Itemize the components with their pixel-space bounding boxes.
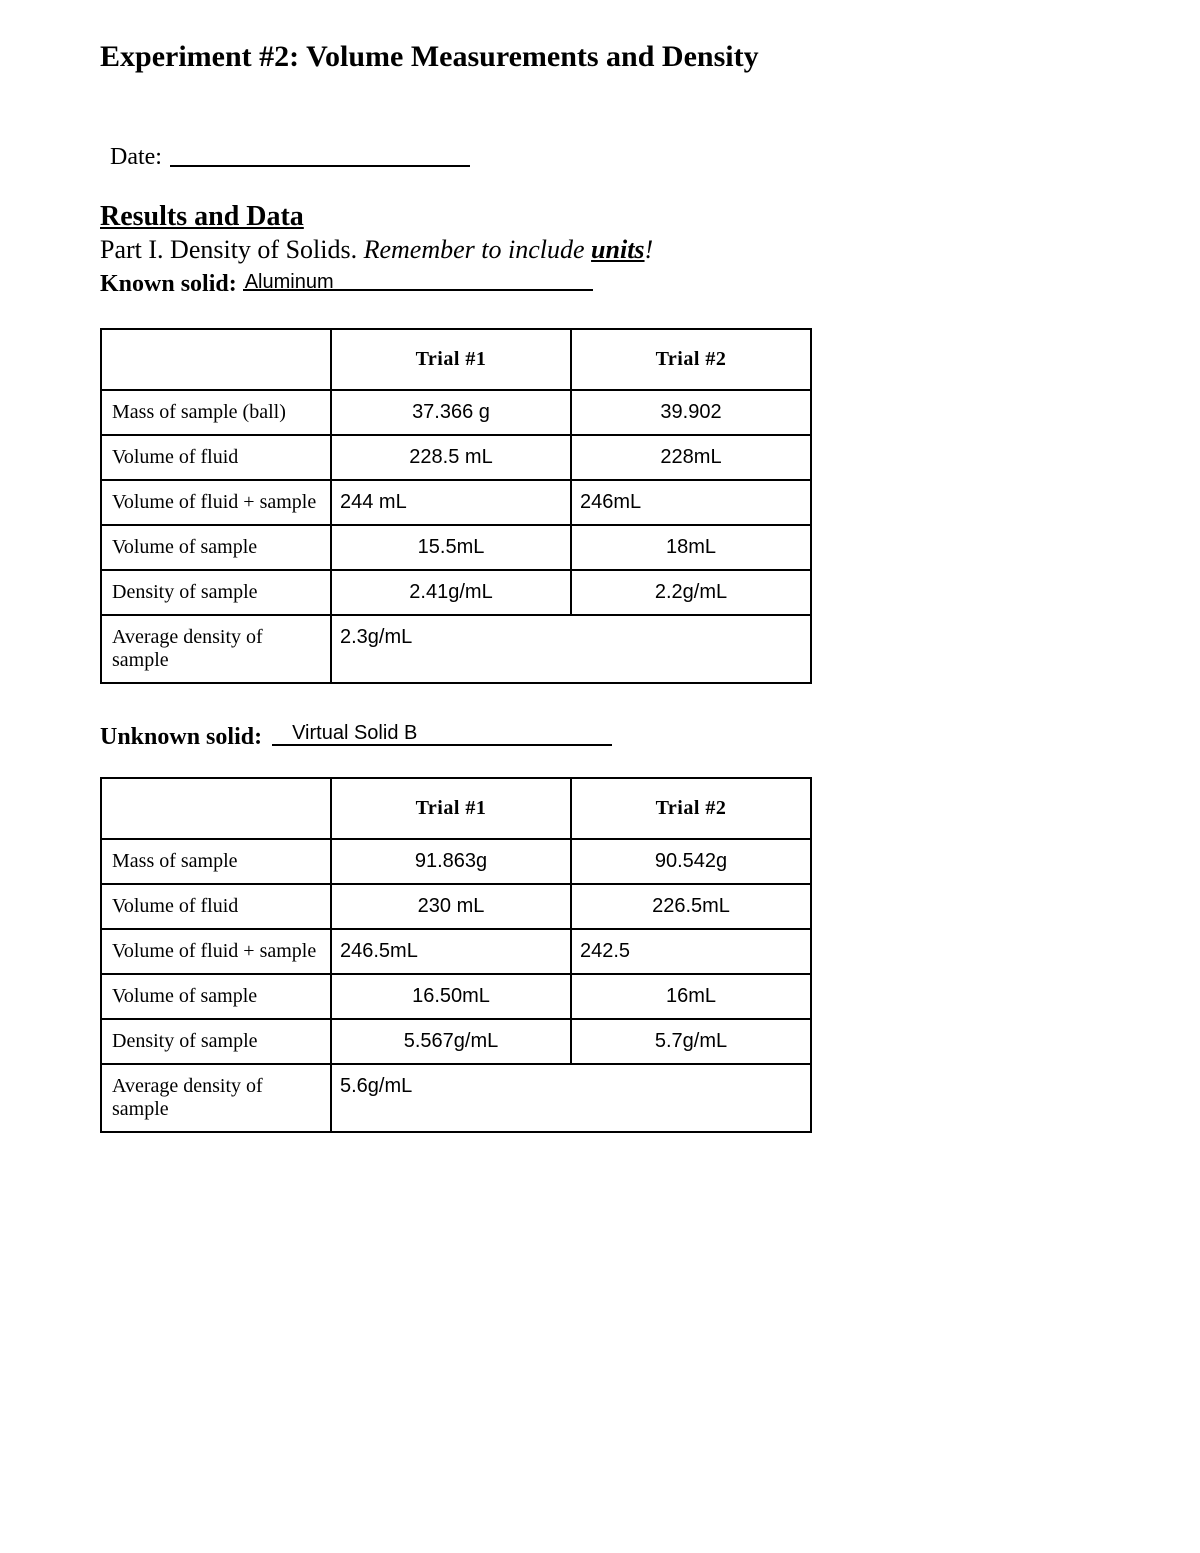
part-text-excl: ! <box>645 235 654 264</box>
row-label: Volume of sample <box>101 974 331 1019</box>
known-solid-label: Known solid: <box>100 271 237 298</box>
page: Experiment #2: Volume Measurements and D… <box>0 0 1200 1553</box>
row-label: Mass of sample (ball) <box>101 390 331 435</box>
date-blank-line[interactable] <box>170 164 470 167</box>
cell-trial1[interactable]: 244 mL <box>331 480 571 525</box>
table-row: Mass of sample91.863g90.542g <box>101 839 811 884</box>
table-row: Density of sample5.567g/mL5.7g/mL <box>101 1019 811 1064</box>
known-solid-value[interactable]: Aluminum <box>245 271 334 294</box>
cell-trial2[interactable]: 90.542g <box>571 839 811 884</box>
cell-trial1[interactable]: 16.50mL <box>331 974 571 1019</box>
table-header-row: Trial #1 Trial #2 <box>101 778 811 839</box>
cell-trial2[interactable]: 2.2g/mL <box>571 570 811 615</box>
part-text-a: Part I. Density of Solids. <box>100 235 364 264</box>
table-row: Volume of fluid + sample244 mL246mL <box>101 480 811 525</box>
table-row: Volume of sample16.50mL16mL <box>101 974 811 1019</box>
cell-trial1[interactable]: 37.366 g <box>331 390 571 435</box>
row-label: Volume of sample <box>101 525 331 570</box>
cell-trial2[interactable]: 18mL <box>571 525 811 570</box>
row-label: Volume of fluid + sample <box>101 929 331 974</box>
row-label: Mass of sample <box>101 839 331 884</box>
cell-trial1[interactable]: 5.567g/mL <box>331 1019 571 1064</box>
table-row: Volume of fluid228.5 mL228mL <box>101 435 811 480</box>
known-solid-row: Known solid: Aluminum <box>100 271 1100 298</box>
table-header-empty <box>101 778 331 839</box>
unknown-solid-row: Unknown solid: Virtual Solid B <box>100 724 1100 751</box>
page-title: Experiment #2: Volume Measurements and D… <box>100 40 1100 74</box>
cell-trial1[interactable]: 15.5mL <box>331 525 571 570</box>
cell-trial1[interactable]: 91.863g <box>331 839 571 884</box>
table-row: Volume of sample15.5mL18mL <box>101 525 811 570</box>
table-header-t1: Trial #1 <box>331 778 571 839</box>
section-header: Results and Data <box>100 201 1100 233</box>
table-row: Mass of sample (ball)37.366 g39.902 <box>101 390 811 435</box>
row-label: Volume of fluid <box>101 435 331 480</box>
table-row: Volume of fluid230 mL226.5mL <box>101 884 811 929</box>
table-header-t1: Trial #1 <box>331 329 571 390</box>
unknown-solid-label: Unknown solid: <box>100 724 262 751</box>
table-known: Trial #1 Trial #2 Mass of sample (ball)3… <box>100 328 812 684</box>
table-row: Volume of fluid + sample246.5mL242.5 <box>101 929 811 974</box>
date-label: Date: <box>110 144 162 171</box>
part-text-b: Remember to include <box>364 235 591 264</box>
part-line: Part I. Density of Solids. Remember to i… <box>100 235 1100 265</box>
table-known-body: Mass of sample (ball)37.366 g39.902Volum… <box>101 390 811 683</box>
row-label: Average density of sample <box>101 1064 331 1132</box>
cell-trial1[interactable]: 2.41g/mL <box>331 570 571 615</box>
cell-trial2[interactable]: 39.902 <box>571 390 811 435</box>
cell-average[interactable]: 2.3g/mL <box>331 615 811 683</box>
date-row: Date: <box>110 144 1100 171</box>
cell-trial2[interactable]: 16mL <box>571 974 811 1019</box>
unknown-solid-fill: Virtual Solid B <box>272 733 612 751</box>
known-solid-fill: Aluminum <box>243 271 593 298</box>
table-header-t2: Trial #2 <box>571 778 811 839</box>
table-row-average: Average density of sample5.6g/mL <box>101 1064 811 1132</box>
cell-trial2[interactable]: 228mL <box>571 435 811 480</box>
unknown-solid-value[interactable]: Virtual Solid B <box>292 722 417 745</box>
cell-trial1[interactable]: 230 mL <box>331 884 571 929</box>
table-header-t2: Trial #2 <box>571 329 811 390</box>
cell-trial2[interactable]: 226.5mL <box>571 884 811 929</box>
cell-trial2[interactable]: 246mL <box>571 480 811 525</box>
table-header-row: Trial #1 Trial #2 <box>101 329 811 390</box>
table-row-average: Average density of sample2.3g/mL <box>101 615 811 683</box>
cell-trial2[interactable]: 5.7g/mL <box>571 1019 811 1064</box>
table-row: Density of sample2.41g/mL2.2g/mL <box>101 570 811 615</box>
cell-trial2[interactable]: 242.5 <box>571 929 811 974</box>
row-label: Volume of fluid <box>101 884 331 929</box>
row-label: Density of sample <box>101 570 331 615</box>
row-label: Density of sample <box>101 1019 331 1064</box>
row-label: Average density of sample <box>101 615 331 683</box>
part-text-units: units <box>591 235 645 264</box>
table-unknown-body: Mass of sample91.863g90.542gVolume of fl… <box>101 839 811 1132</box>
table-header-empty <box>101 329 331 390</box>
row-label: Volume of fluid + sample <box>101 480 331 525</box>
table-unknown: Trial #1 Trial #2 Mass of sample91.863g9… <box>100 777 812 1133</box>
cell-trial1[interactable]: 228.5 mL <box>331 435 571 480</box>
cell-average[interactable]: 5.6g/mL <box>331 1064 811 1132</box>
cell-trial1[interactable]: 246.5mL <box>331 929 571 974</box>
